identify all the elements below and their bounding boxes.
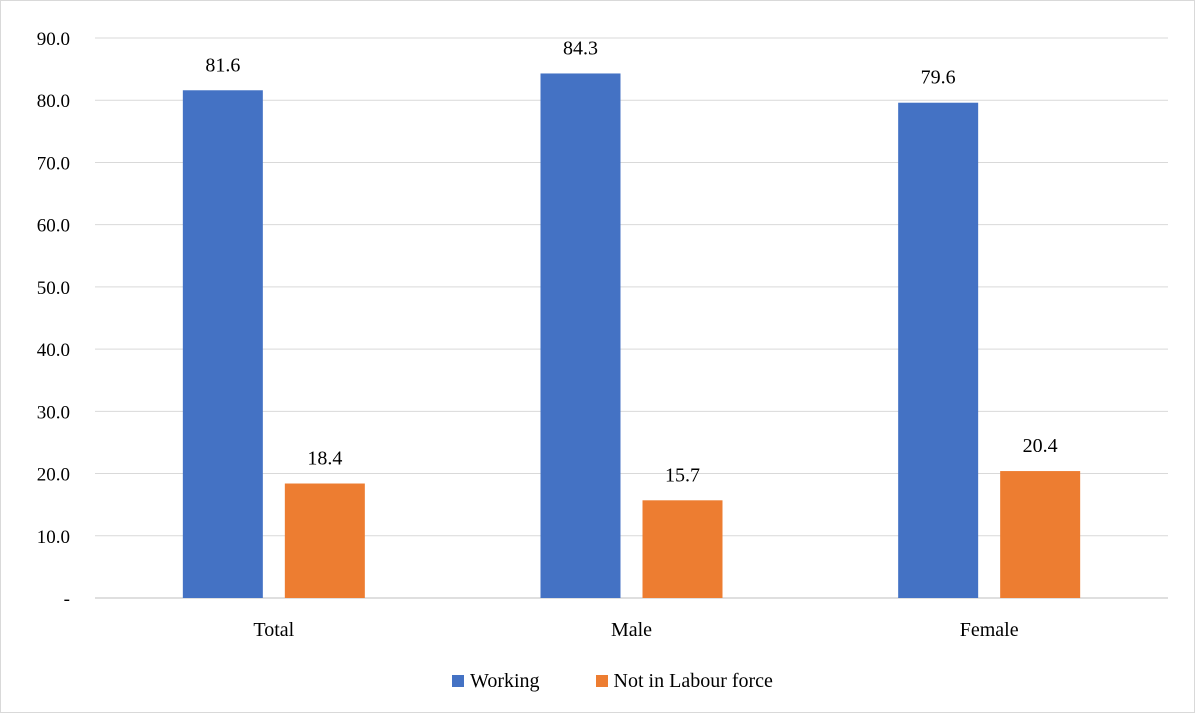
category-label-female: Female bbox=[960, 619, 1019, 641]
bar-not-in-labour-force-female bbox=[1000, 471, 1081, 598]
data-label-not-in-labour-force-total: 18.4 bbox=[307, 448, 342, 470]
bar-working-female bbox=[898, 102, 979, 598]
y-tick-label: 50.0 bbox=[37, 278, 70, 299]
y-tick-label: 80.0 bbox=[37, 91, 70, 112]
legend: Working Not in Labour force bbox=[0, 667, 1195, 695]
legend-label-working: Working bbox=[470, 669, 540, 692]
y-tick-label: 40.0 bbox=[37, 340, 70, 361]
y-tick-label: 20.0 bbox=[37, 465, 70, 486]
category-label-male: Male bbox=[611, 619, 652, 641]
data-label-working-male: 84.3 bbox=[563, 37, 598, 59]
y-axis-tick-labels: - 10.0 20.0 30.0 40.0 50.0 60.0 70.0 80.0 90.0 bbox=[37, 29, 70, 610]
y-tick-label: 30.0 bbox=[37, 402, 70, 423]
category-label-total: Total bbox=[253, 619, 294, 641]
gridlines bbox=[95, 37, 1168, 599]
data-label-working-female: 79.6 bbox=[921, 67, 956, 89]
bar-not-in-labour-force-male bbox=[642, 500, 723, 598]
y-tick-label: 90.0 bbox=[37, 29, 70, 50]
y-tick-label: - bbox=[64, 589, 70, 610]
x-axis-category-labels: Total Male Female bbox=[253, 619, 1018, 641]
legend-item-working: Working bbox=[422, 670, 540, 693]
y-tick-label: 60.0 bbox=[37, 216, 70, 237]
bar-not-in-labour-force-total bbox=[284, 483, 365, 598]
data-labels: 81.6 18.4 84.3 15.7 79.6 20.4 bbox=[205, 37, 1057, 486]
legend-label-not-in-labour-force: Not in Labour force bbox=[613, 669, 773, 692]
legend-swatch-not-in-labour-force bbox=[595, 675, 608, 687]
data-label-not-in-labour-force-male: 15.7 bbox=[665, 464, 700, 486]
legend-swatch-working bbox=[452, 675, 465, 687]
y-tick-label: 10.0 bbox=[37, 527, 70, 548]
data-label-not-in-labour-force-female: 20.4 bbox=[1023, 435, 1058, 457]
bar-working-total bbox=[182, 90, 263, 599]
bars bbox=[182, 73, 1081, 599]
bar-working-male bbox=[540, 73, 621, 598]
y-tick-label: 70.0 bbox=[37, 153, 70, 174]
legend-item-not-in-labour-force: Not in Labour force bbox=[566, 670, 773, 693]
data-label-working-total: 81.6 bbox=[205, 54, 240, 76]
